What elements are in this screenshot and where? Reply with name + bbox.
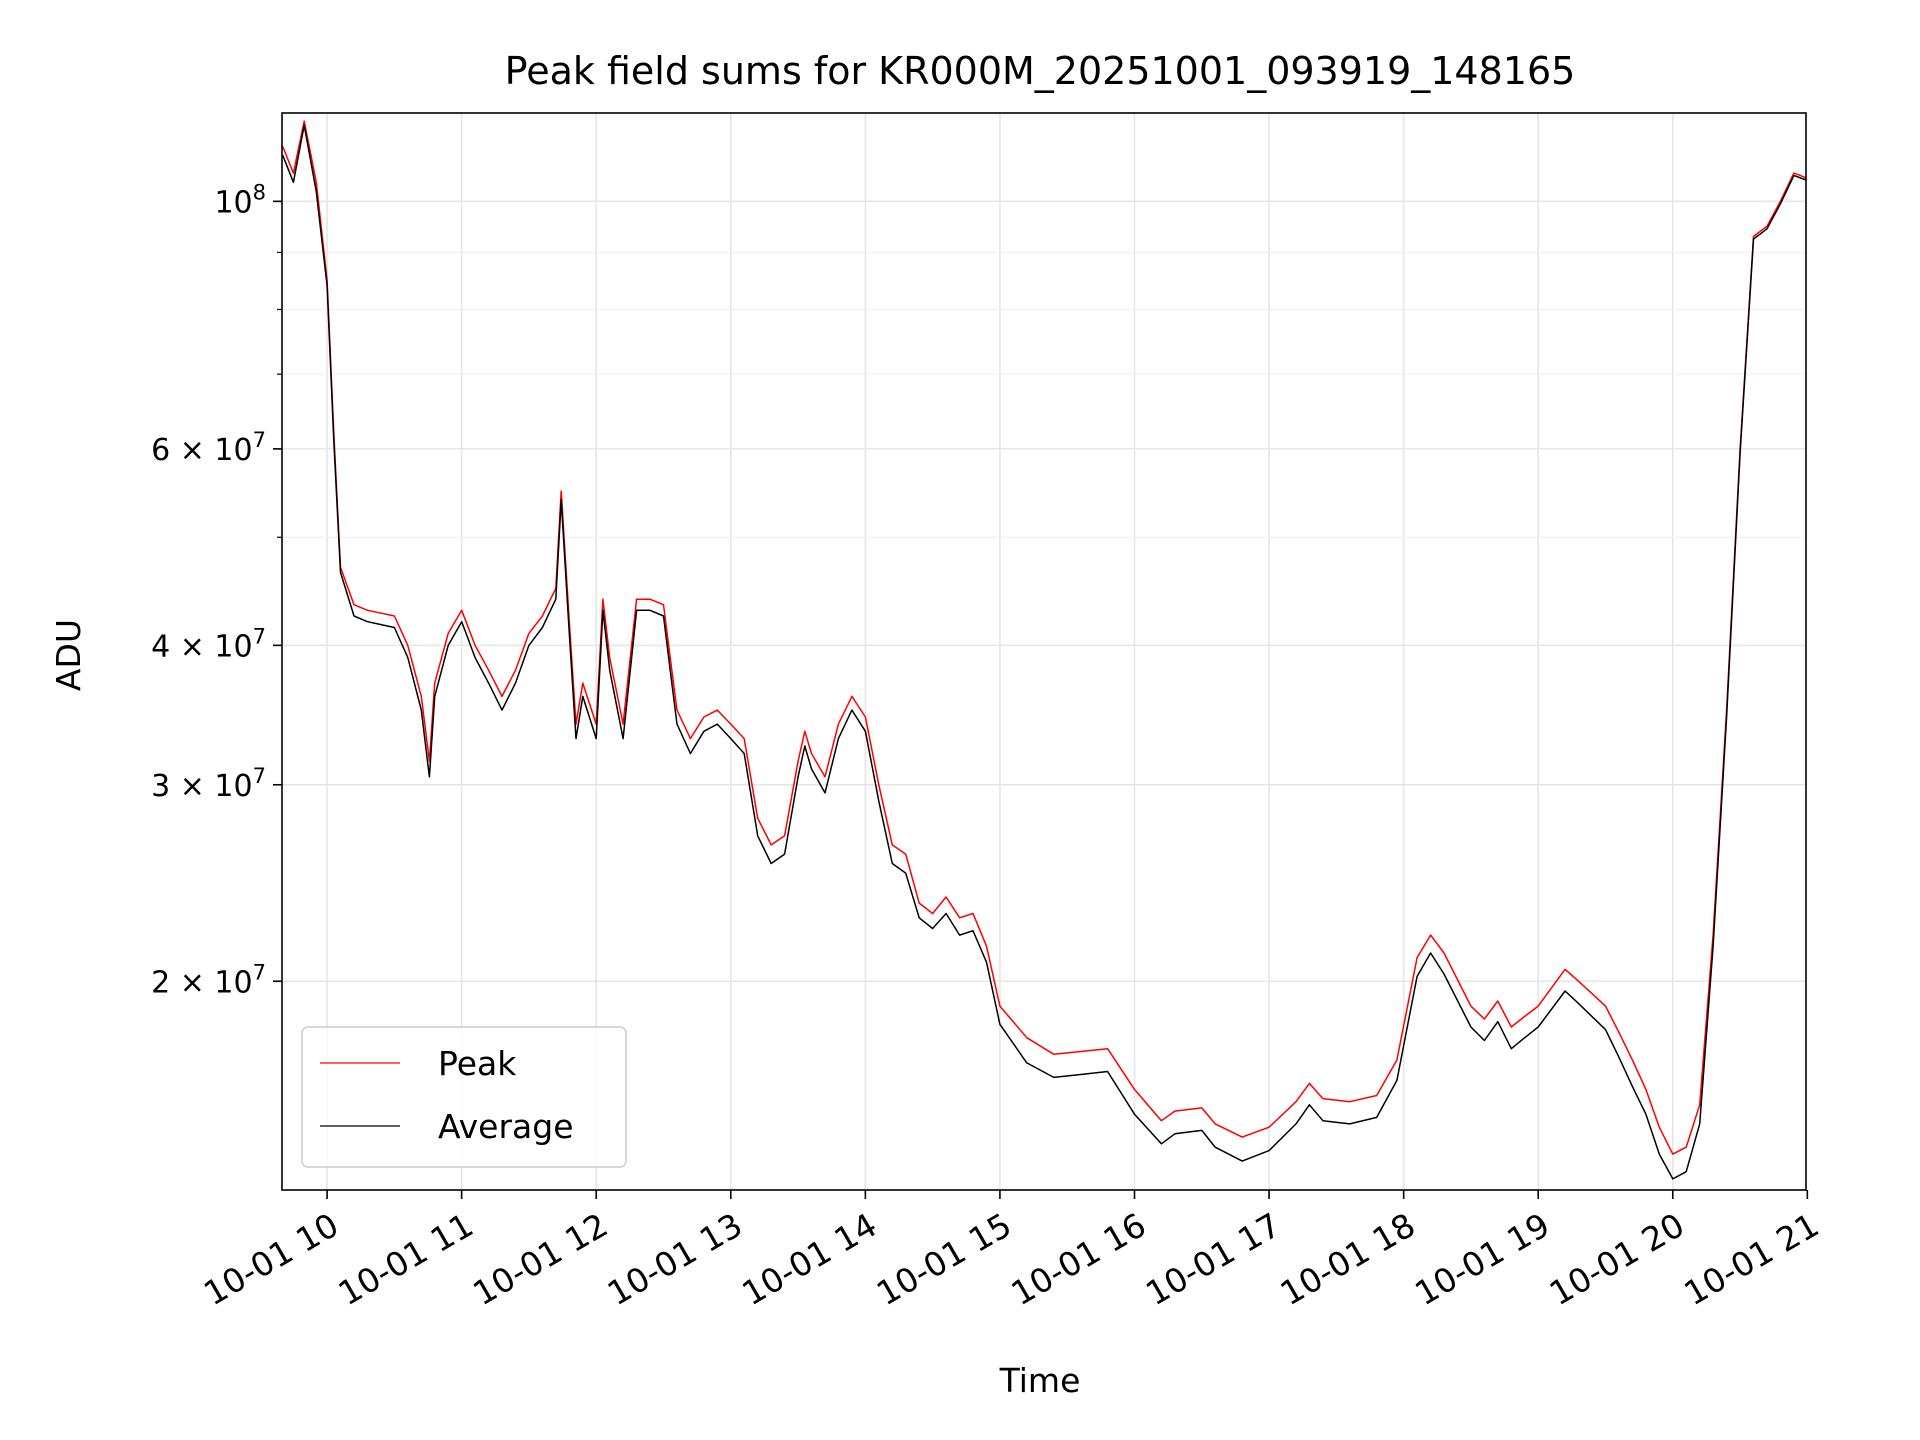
y-tick-label: 3 × 107	[151, 764, 266, 804]
y-tick-label: 6 × 107	[151, 428, 266, 468]
series-line-peak	[282, 120, 1807, 1155]
x-axis-label: Time	[999, 1361, 1081, 1400]
legend-peak-label: Peak	[438, 1044, 517, 1083]
legend: Peak Average	[301, 1026, 627, 1168]
plot-frame	[281, 112, 1807, 1191]
y-tick-label: 2 × 107	[151, 960, 266, 1000]
grid	[282, 113, 1806, 1190]
y-tick-label: 108	[214, 180, 266, 220]
series-line-average	[282, 124, 1807, 1180]
y-axis-label: ADU	[49, 619, 88, 691]
series-layer	[282, 120, 1807, 1180]
chart-title: Peak field sums for KR000M_20251001_0939…	[505, 49, 1576, 93]
y-tick-label: 4 × 107	[151, 624, 266, 664]
legend-average-label: Average	[438, 1107, 574, 1146]
legend-box	[301, 1026, 627, 1168]
